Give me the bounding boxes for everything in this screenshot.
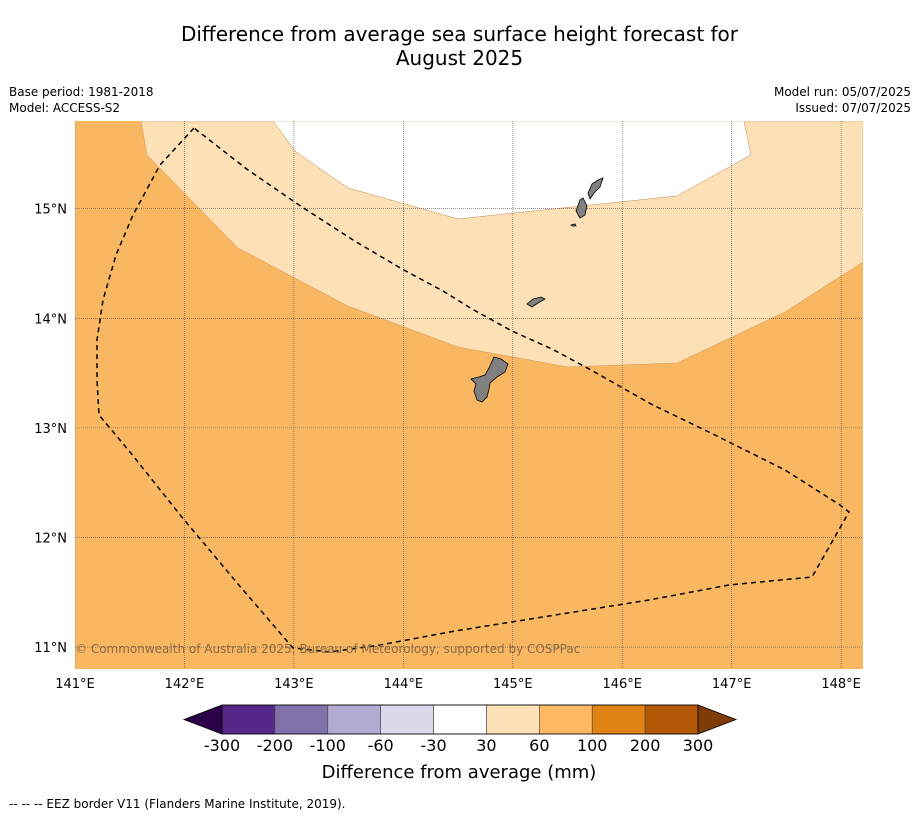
colorbar-over-arrow [697, 704, 738, 735]
eez-footnote: -- -- -- EEZ border V11 (Flanders Marine… [9, 797, 346, 811]
colorbar-segment [221, 704, 276, 735]
lat-label: 13°N [34, 422, 67, 437]
colorbar-under-arrow [182, 704, 223, 735]
colorbar-tick-label: 100 [577, 736, 608, 755]
lon-label: 144°E [384, 677, 424, 692]
colorbar-tick-label: -100 [310, 736, 346, 755]
graticule [75, 121, 863, 669]
colorbar-segment [327, 704, 381, 735]
colorbar-tick-label: -300 [204, 736, 240, 755]
lon-label: 146°E [602, 677, 642, 692]
colorbar-tick-label: 300 [683, 736, 714, 755]
eez-border [96, 126, 850, 653]
lat-label: 15°N [34, 203, 67, 218]
lon-label: 142°E [165, 677, 205, 692]
model-run: Model run: 05/07/2025 [773, 85, 911, 99]
colorbar-tick-label: -30 [420, 736, 446, 755]
colorbar-tick-label: 200 [630, 736, 661, 755]
lon-label: 145°E [493, 677, 533, 692]
colorbar-segment [591, 704, 646, 735]
chart-title: Difference from average sea surface heig… [0, 22, 919, 70]
colorbar-title: Difference from average (mm) [322, 762, 597, 783]
title-line-1: Difference from average sea surface heig… [180, 22, 739, 46]
base-period: Base period: 1981-2018 [9, 85, 154, 99]
map-panel: © Commonwealth of Australia 2025, Bureau… [75, 121, 863, 669]
colorbar-tick-label: 60 [529, 736, 549, 755]
colorbar [182, 704, 738, 735]
title-line-2: August 2025 [395, 46, 524, 70]
lon-label: 148°E [821, 677, 861, 692]
meta-left: Base period: 1981-2018 Model: ACCESS-S2 [9, 84, 154, 116]
latitude-labels: 15°N 14°N 13°N 12°N 11°N [34, 203, 67, 656]
rota-island [526, 296, 546, 308]
colorbar-frame [221, 704, 699, 735]
lon-label: 141°E [55, 677, 95, 692]
colorbar-segment [644, 704, 699, 735]
colorbar-tick-labels: -300 -200 -100 -60 -30 30 60 100 200 300 [204, 736, 713, 755]
lon-label: 147°E [712, 677, 752, 692]
colorbar-tick-label: 30 [476, 736, 496, 755]
aguijan-island [570, 223, 577, 227]
meta-right: Model run: 05/07/2025 Issued: 07/07/2025 [774, 84, 911, 116]
saipan-island [587, 177, 604, 200]
guam-island [470, 356, 509, 403]
lat-label: 12°N [34, 531, 67, 546]
colorbar-segment [433, 704, 487, 735]
model-name: Model: ACCESS-S2 [9, 101, 121, 115]
lon-label: 143°E [274, 677, 314, 692]
colorbar-segment [486, 704, 540, 735]
colorbar-segment [274, 704, 329, 735]
issued-date: Issued: 07/07/2025 [795, 101, 911, 115]
colorbar-tick-label: -60 [368, 736, 394, 755]
region-30-60-main [140, 121, 863, 368]
colorbar-segment [380, 704, 434, 735]
lat-label: 14°N [34, 312, 67, 327]
landmasses [470, 177, 604, 403]
colorbar-tick-label: -200 [257, 736, 293, 755]
colorbar-segment [539, 704, 593, 735]
lat-label: 11°N [34, 641, 67, 656]
longitude-labels: 141°E 142°E 143°E 144°E 145°E 146°E 147°E 148°E [55, 677, 861, 692]
tinian-island [575, 197, 588, 219]
copyright-notice: © Commonwealth of Australia 2025, Bureau… [75, 642, 580, 656]
